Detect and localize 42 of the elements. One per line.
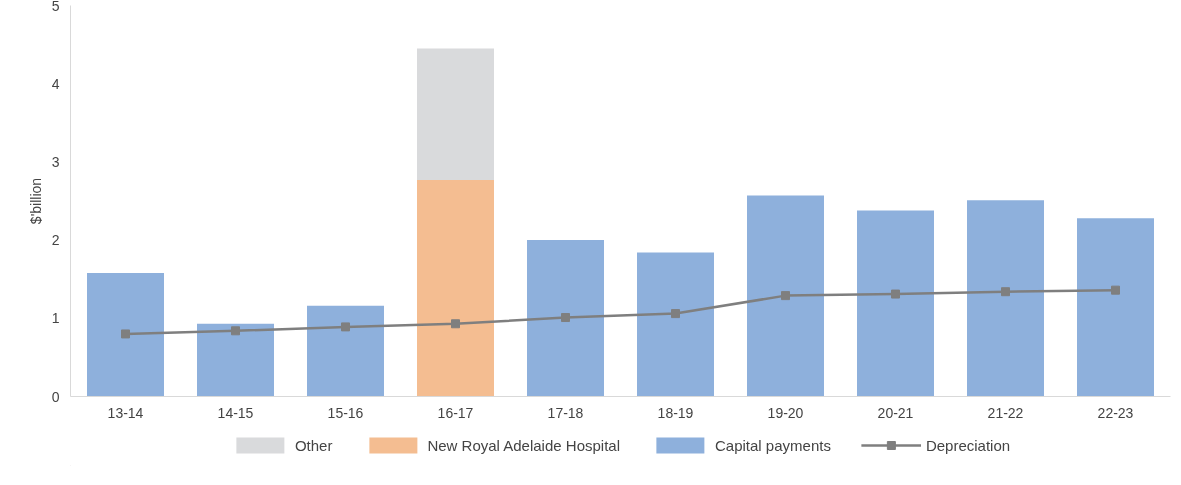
bar [197,323,274,397]
point [231,326,240,336]
y-tick-label: 4 [51,75,60,92]
y-tick-label: 0 [51,388,60,405]
x-tick-label: 20-21 [877,404,914,421]
x-tick-label: 15-16 [327,404,364,421]
y-axis-title: $'billion [27,177,44,225]
legend-label: Other [294,436,333,454]
x-tick-label: 13-14 [107,404,144,421]
x-tick-label: 16-17 [437,404,474,421]
x-tick-label: 19-20 [767,404,804,421]
point [671,309,680,319]
x-tick-label: 14-15 [217,404,254,421]
point [341,322,350,332]
y-tick-label: 5 [51,0,60,14]
point [781,291,790,301]
legend-label: Depreciation [925,436,1011,454]
y-tick-label: 1 [51,310,60,327]
x-tick-label: 18-19 [657,404,694,421]
x-tick-label: 22-23 [1097,404,1134,421]
bar [967,200,1044,397]
legend-label: Capital payments [715,436,831,454]
bar [527,240,604,397]
point [451,319,460,329]
legend-label: New Royal Adelaide Hospital [427,436,620,454]
x-tick-label: 17-18 [547,404,584,421]
bar [747,195,824,397]
point [1111,285,1120,295]
y-tick-label: 3 [51,153,60,170]
y-tick-label: 2 [51,232,60,249]
bar [307,305,384,397]
x-tick-label: 21-22 [987,404,1024,421]
bar [857,210,934,397]
point [891,289,900,299]
bar [1077,218,1154,397]
bar [637,252,714,397]
point [1001,287,1010,297]
bar [87,272,164,397]
point [121,329,130,339]
point [561,313,570,323]
bar [417,179,494,397]
bar [417,48,494,180]
